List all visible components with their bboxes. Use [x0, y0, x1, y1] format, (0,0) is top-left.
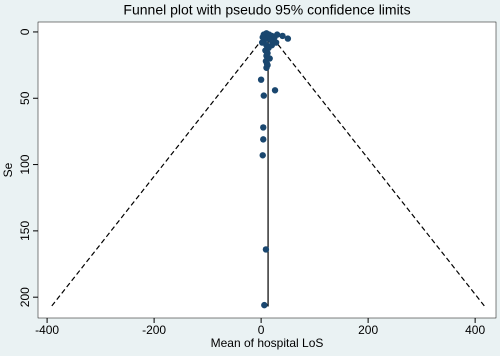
y-tick-label: 0: [18, 28, 32, 35]
point: [263, 60, 271, 67]
point: [262, 246, 270, 253]
point: [260, 124, 267, 131]
point: [257, 76, 265, 83]
plot-area: [37, 21, 497, 319]
confidence-limit: [267, 31, 486, 307]
x-tick-label: -200: [142, 323, 166, 337]
point: [260, 92, 267, 99]
point: [272, 39, 280, 46]
chart-title: Funnel plot with pseudo 95% confidence l…: [123, 2, 410, 18]
point: [260, 136, 267, 143]
y-tick-label: 100: [18, 154, 32, 174]
x-tick-label: -400: [35, 323, 59, 337]
x-tick-label: 200: [358, 323, 378, 337]
confidence-limit: [50, 31, 269, 307]
x-tick-label: 0: [258, 323, 265, 337]
point: [259, 34, 266, 41]
point: [259, 152, 266, 159]
y-tick-label: 200: [18, 287, 32, 307]
y-tick-label: 150: [18, 221, 32, 241]
point: [273, 31, 281, 38]
point: [266, 55, 273, 62]
point: [284, 35, 292, 42]
x-tick-label: 400: [465, 323, 485, 337]
y-tick-label: 50: [18, 91, 32, 105]
point: [279, 32, 286, 40]
point: [261, 301, 268, 309]
point: [271, 87, 279, 94]
point: [258, 39, 266, 46]
x-axis-label: Mean of hospital LoS: [211, 336, 324, 350]
y-axis-label: Se: [1, 162, 15, 177]
